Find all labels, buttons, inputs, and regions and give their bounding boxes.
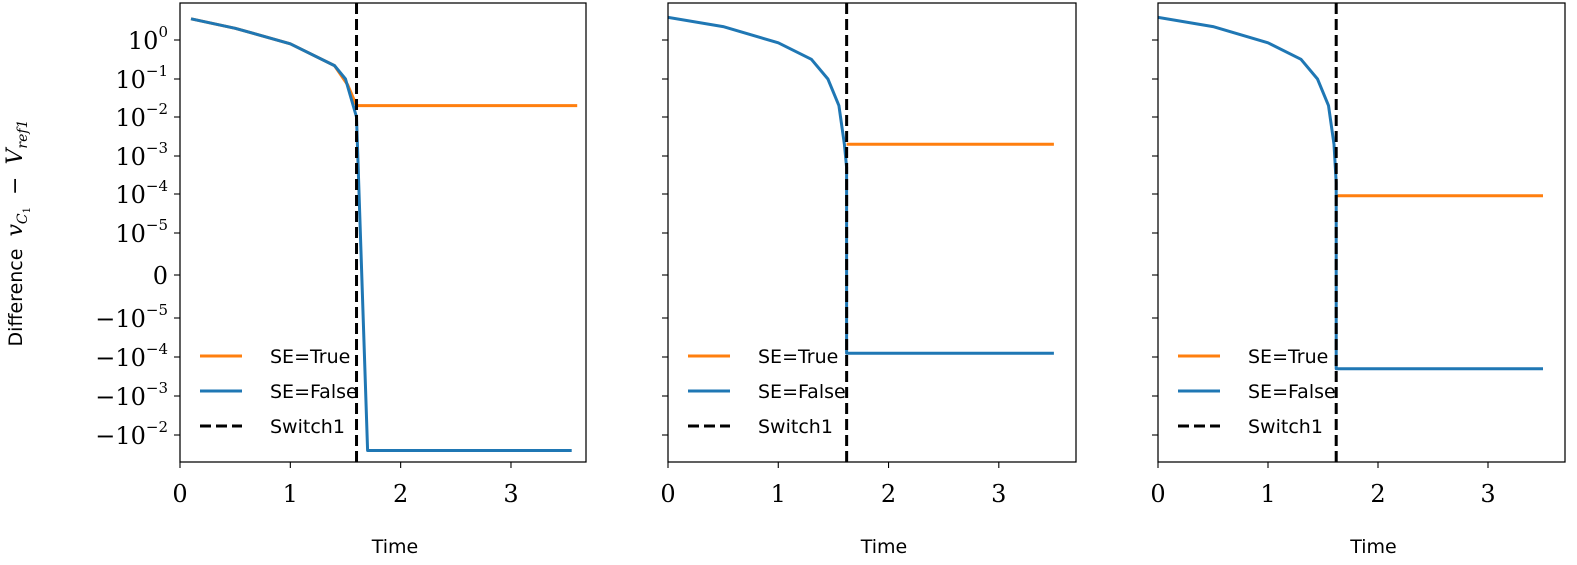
axes-frame — [1157, 2, 1566, 463]
series-line-se-false — [1158, 15, 1543, 371]
y-axis-label-prefix: Difference — [5, 249, 27, 347]
y-axis-label-v: v — [3, 224, 28, 237]
plot-area — [668, 3, 1054, 462]
x-tick-label: 0 — [172, 480, 187, 508]
legend-label-se-false: SE=False — [1248, 381, 1336, 403]
x-tick-label: 2 — [1370, 480, 1385, 508]
plot-area — [190, 3, 578, 462]
x-tick-label: 1 — [1260, 480, 1275, 508]
legend: SE=True SE=False Switch1 — [688, 346, 846, 438]
y-tick-label: 10−3 — [115, 139, 168, 171]
x-tick-label: 0 — [660, 480, 675, 508]
legend-label-switch1: Switch1 — [270, 416, 345, 438]
y-axis-label-1: 1 — [22, 207, 33, 213]
y-tick-label: −10−5 — [95, 301, 168, 333]
x-tick-label: 1 — [283, 480, 298, 508]
legend: SE=True SE=False Switch1 — [200, 346, 358, 438]
x-tick-label: 2 — [881, 480, 896, 508]
axes-frame — [179, 2, 587, 463]
legend-label-switch1: Switch1 — [758, 416, 833, 438]
y-tick-label: 10−4 — [115, 177, 168, 209]
y-axis-label-c: C — [15, 213, 31, 224]
x-tick-label: 1 — [771, 480, 786, 508]
chart-panel-1: 0 1 2 3 Time 100 10−1 10−2 10−3 10−4 10−5 0 −10−5 −10… — [95, 2, 587, 558]
legend-label-se-false: SE=False — [758, 381, 846, 403]
svg-text:Difference vC1 −: Difference vC1 − Vref1 — [3, 119, 35, 346]
x-tick-label: 3 — [1480, 480, 1495, 508]
y-axis-label-minus: − — [3, 177, 28, 195]
chart-panel-2: 0 1 2 3 Time SE=True SE=False Switch1 — [660, 2, 1077, 558]
x-axis-label: Time — [860, 536, 908, 558]
legend-label-se-true: SE=True — [1248, 346, 1328, 368]
x-axis-label: Time — [371, 536, 419, 558]
y-tick-label: −10−3 — [95, 379, 168, 411]
x-tick-label: 0 — [1150, 480, 1165, 508]
x-tick-label: 2 — [393, 480, 408, 508]
series-line-se-false — [668, 15, 1054, 355]
y-tick-label: −10−2 — [95, 418, 168, 450]
series-line-se-false — [190, 17, 572, 452]
plot-area — [1158, 3, 1543, 462]
legend-label-se-true: SE=True — [270, 346, 350, 368]
y-tick-label: 10−5 — [115, 216, 168, 248]
legend: SE=True SE=False Switch1 — [1178, 346, 1336, 438]
legend-label-switch1: Switch1 — [1248, 416, 1323, 438]
x-tick-label: 3 — [991, 480, 1006, 508]
x-axis-label: Time — [1349, 536, 1397, 558]
legend-label-se-false: SE=False — [270, 381, 358, 403]
y-axis-label-V: V — [3, 146, 28, 164]
y-tick-label: 0 — [153, 262, 168, 290]
y-tick-label: −10−4 — [95, 340, 168, 372]
y-tick-label: 100 — [128, 23, 168, 55]
x-tick-label: 3 — [503, 480, 518, 508]
y-axis-label-ref1: ref1 — [15, 119, 31, 148]
y-axis-label: Difference vC1 − Vref1 — [3, 119, 35, 346]
axes-frame — [667, 2, 1077, 463]
chart-panel-3: 0 1 2 3 Time SE=True SE=False Switch1 — [1150, 2, 1566, 558]
y-tick-label: 10−2 — [115, 100, 168, 132]
legend-label-se-true: SE=True — [758, 346, 838, 368]
y-tick-label: 10−1 — [115, 62, 168, 94]
